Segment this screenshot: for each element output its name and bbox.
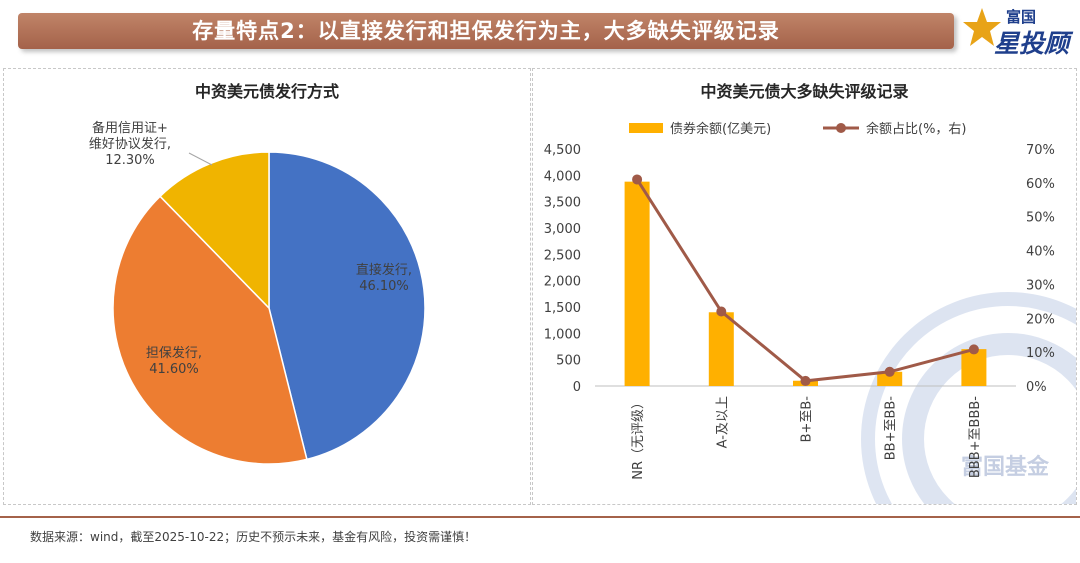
pie-label-2-2: 12.30% (105, 153, 155, 168)
y-right-tick-label: 70% (1026, 143, 1055, 158)
watermark-text: 富国基金 (961, 454, 1050, 480)
x-tick-label: BBB+至BBB- (968, 396, 983, 478)
pie-slice-0 (268, 151, 426, 461)
logo-top-text: 富国 (1006, 8, 1037, 26)
bar-line-chart: 富国基金 0 500 1,000 1,500 2,000 2,500 3,000 3,500 4,… (544, 121, 1076, 504)
footer-source: 数据来源：wind，截至2025-10-22；历史不预示未来，基金有风险，投资需… (30, 530, 477, 544)
pie-label-0-0: 直接发行, (356, 262, 412, 278)
y-left-tick-label: 1,000 (544, 327, 581, 342)
ratio-point-1 (716, 306, 727, 317)
pie-label-1-1: 41.60% (149, 362, 199, 377)
y-left-tick-label: 2,500 (544, 248, 581, 263)
pie-label-0-1: 46.10% (359, 279, 409, 294)
y-left-tick-label: 1,500 (544, 301, 581, 316)
ratio-point-0 (632, 174, 643, 185)
legend-line-marker (836, 123, 846, 133)
y-right-tick-label: 20% (1026, 312, 1055, 327)
ratio-point-3 (884, 366, 895, 377)
y-right-tick-label: 10% (1026, 346, 1055, 361)
pie-leader-line (188, 152, 213, 166)
footer-divider (0, 516, 1080, 518)
y-left-tick-label: 0 (573, 380, 581, 395)
legend-line-label: 余额占比(%，右) (866, 121, 967, 137)
pie-label-2-1: 维好协议发行, (89, 136, 171, 152)
pie-label-1-0: 担保发行, (146, 345, 202, 361)
y-right-tick-label: 30% (1026, 278, 1055, 293)
y-right-tick-label: 0% (1026, 380, 1047, 395)
brand-logo: 富国 星投顾 (962, 4, 1072, 58)
pie-chart-panel: 中资美元债发行方式 直接发行, 46.10% 担保发行, 41.60% 备用信用证+ 维好… (3, 68, 531, 505)
ratio-point-4 (968, 344, 979, 355)
y-right-tick-label: 60% (1026, 177, 1055, 192)
watermark-logo (861, 292, 1076, 504)
x-tick-label: A-及以上 (715, 396, 730, 448)
header-title-bar: 存量特点2：以直接发行和担保发行为主，大多缺失评级记录 (18, 13, 954, 49)
pie-chart: 直接发行,46.10% 担保发行,41.60% 备用信用证+维好协议发行,12.30… (89, 120, 426, 465)
bar-0 (624, 181, 650, 386)
bar-chart-title: 中资美元债大多缺失评级记录 (700, 82, 909, 101)
y-left-tick-label: 500 (556, 354, 581, 369)
legend-bar-label: 债券余额(亿美元) (670, 121, 771, 137)
bar-1 (708, 312, 734, 386)
bar-3 (877, 371, 903, 386)
bar-chart-panel: 中资美元债大多缺失评级记录 富国基金 0 500 1,000 1,500 2,000 2,5… (532, 68, 1077, 505)
pie-chart-title: 中资美元债发行方式 (194, 82, 339, 101)
y-right-tick-label: 40% (1026, 245, 1055, 260)
y-left-tick-label: 3,500 (544, 196, 581, 211)
y-left-tick-label: 4,000 (544, 169, 581, 184)
ratio-line (635, 178, 975, 383)
y-right-tick-label: 50% (1026, 211, 1055, 226)
ratio-point-2 (800, 375, 811, 386)
pie-label-2-0: 备用信用证+ (92, 120, 168, 136)
legend-bar-swatch (629, 123, 663, 133)
y-left-tick-label: 2,000 (544, 275, 581, 290)
page-title: 存量特点2：以直接发行和担保发行为主，大多缺失评级记录 (192, 19, 780, 43)
bar-4 (961, 349, 987, 386)
logo-main-text: 星投顾 (994, 29, 1070, 58)
star-icon (963, 8, 1001, 46)
x-tick-label: B+至B- (800, 396, 815, 443)
y-left-tick-label: 3,000 (544, 222, 581, 237)
y-left-tick-label: 4,500 (544, 143, 581, 158)
x-tick-label: BB+至BB- (884, 396, 899, 461)
x-tick-label: NR（无评级） (631, 396, 646, 480)
pie-slice-1 (112, 195, 308, 465)
